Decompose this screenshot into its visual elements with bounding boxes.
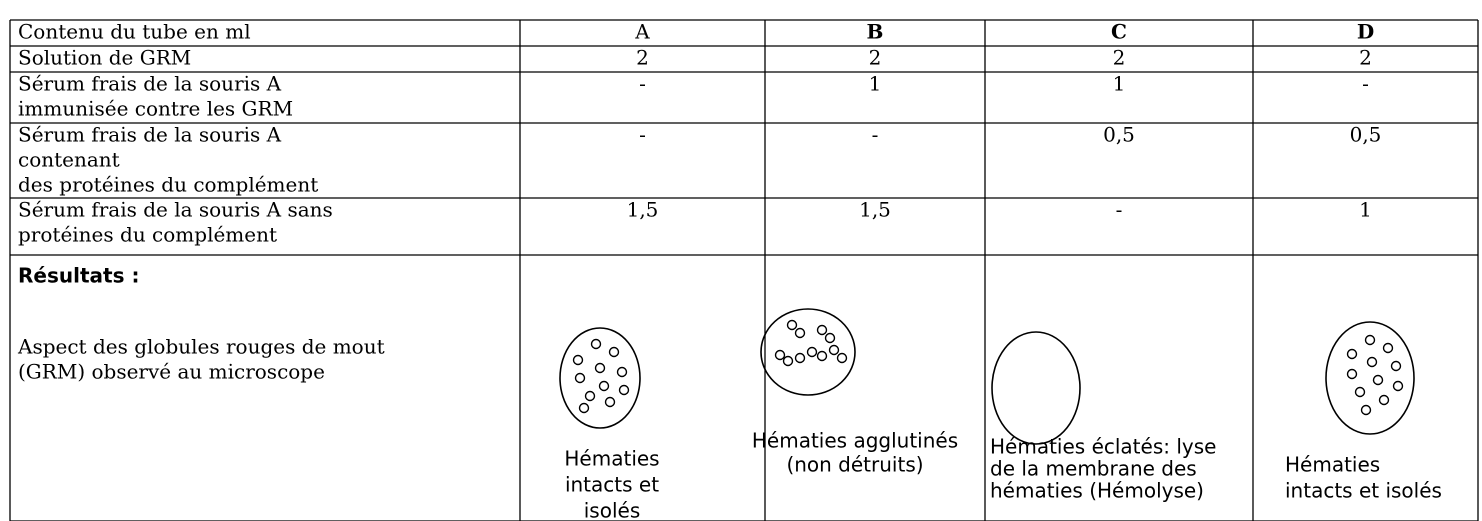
header-label: Contenu du tube en ml (18, 20, 251, 44)
red-cell (806, 346, 818, 358)
row-label: immunisée contre les GRM (18, 97, 293, 121)
column-header: C (1111, 20, 1127, 44)
cell-illustration (760, 308, 856, 396)
red-cell (1360, 404, 1372, 416)
red-cell (836, 352, 848, 364)
red-cells (572, 319, 1404, 416)
cell-value: 1,5 (859, 198, 891, 222)
cell-illustration (559, 327, 641, 429)
cell-value: 0,5 (1350, 123, 1382, 147)
red-cell (1392, 380, 1404, 392)
red-cell (598, 380, 610, 392)
cell-value: 2 (636, 46, 649, 70)
cell-value: - (639, 72, 646, 96)
result-caption: isolés (584, 499, 641, 521)
result-caption: Hématies éclatés: lyse (990, 435, 1216, 459)
red-cell (616, 366, 628, 378)
row-label: des protéines du complément (18, 173, 318, 197)
red-cell (824, 332, 836, 344)
red-cell (1346, 348, 1358, 360)
red-cell (594, 362, 606, 374)
result-caption: intacts et (565, 473, 659, 497)
red-cell (794, 352, 806, 364)
red-cell (578, 402, 590, 414)
cell-value: - (1116, 198, 1123, 222)
red-cell (1354, 386, 1366, 398)
row-label: Solution de GRM (18, 46, 191, 70)
result-caption: Hématies (1285, 453, 1380, 477)
red-cell (794, 327, 806, 339)
result-caption: intacts et isolés (1285, 479, 1442, 503)
red-cell (1382, 342, 1394, 354)
results-description: Aspect des globules rouges de mout (17, 335, 385, 359)
result-caption: Hématies agglutinés (752, 429, 958, 453)
red-cell (816, 350, 828, 362)
cell-value: 2 (1359, 46, 1372, 70)
result-caption: (non détruits) (786, 453, 923, 477)
results-description: (GRM) observé au microscope (18, 360, 325, 384)
cell-value: 2 (869, 46, 882, 70)
cell-illustration (1325, 321, 1415, 435)
column-header: A (634, 20, 650, 44)
red-cell (1346, 368, 1358, 380)
cell-value: 1,5 (627, 198, 659, 222)
row-label: Sérum frais de la souris A (18, 123, 282, 147)
red-cell (618, 384, 630, 396)
cell-value: 0,5 (1103, 123, 1135, 147)
red-cell (1372, 374, 1384, 386)
red-cell (782, 355, 794, 367)
red-cell (590, 338, 602, 350)
red-cell (604, 396, 616, 408)
red-cell (1366, 356, 1378, 368)
row-label: Sérum frais de la souris A (18, 72, 282, 96)
cell-value: 1 (1113, 72, 1126, 96)
red-cell (572, 354, 584, 366)
cell-value: 1 (869, 72, 882, 96)
result-caption: hématies (Hémolyse) (990, 479, 1204, 503)
result-caption: Hématies (564, 447, 659, 471)
cell-value: - (639, 123, 646, 147)
red-cell (816, 324, 828, 336)
red-cell (774, 349, 786, 361)
red-cell (1390, 360, 1402, 372)
column-header: B (867, 20, 884, 44)
results-title: Résultats : (18, 264, 139, 288)
row-label: Sérum frais de la souris A sans (18, 198, 333, 222)
result-caption: de la membrane des (990, 457, 1197, 481)
red-cell (1364, 334, 1376, 346)
red-cell (608, 346, 620, 358)
red-cell (574, 372, 586, 384)
red-cell (828, 344, 840, 356)
cell-value: - (1362, 72, 1369, 96)
row-label: contenant (18, 148, 120, 172)
cell-value: 1 (1359, 198, 1372, 222)
cell-value: 2 (1113, 46, 1126, 70)
red-cell (584, 390, 596, 402)
cell-illustration (991, 331, 1081, 445)
cell-value: - (872, 123, 879, 147)
column-header: D (1357, 20, 1374, 44)
row-label: protéines du complément (18, 223, 277, 247)
red-cell (1378, 394, 1390, 406)
red-cell (786, 319, 798, 331)
table-rules (9, 19, 1479, 521)
